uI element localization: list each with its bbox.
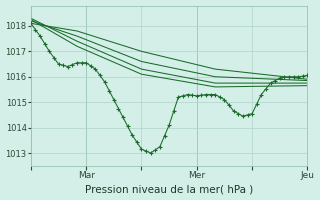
X-axis label: Pression niveau de la mer( hPa ): Pression niveau de la mer( hPa )	[85, 184, 253, 194]
